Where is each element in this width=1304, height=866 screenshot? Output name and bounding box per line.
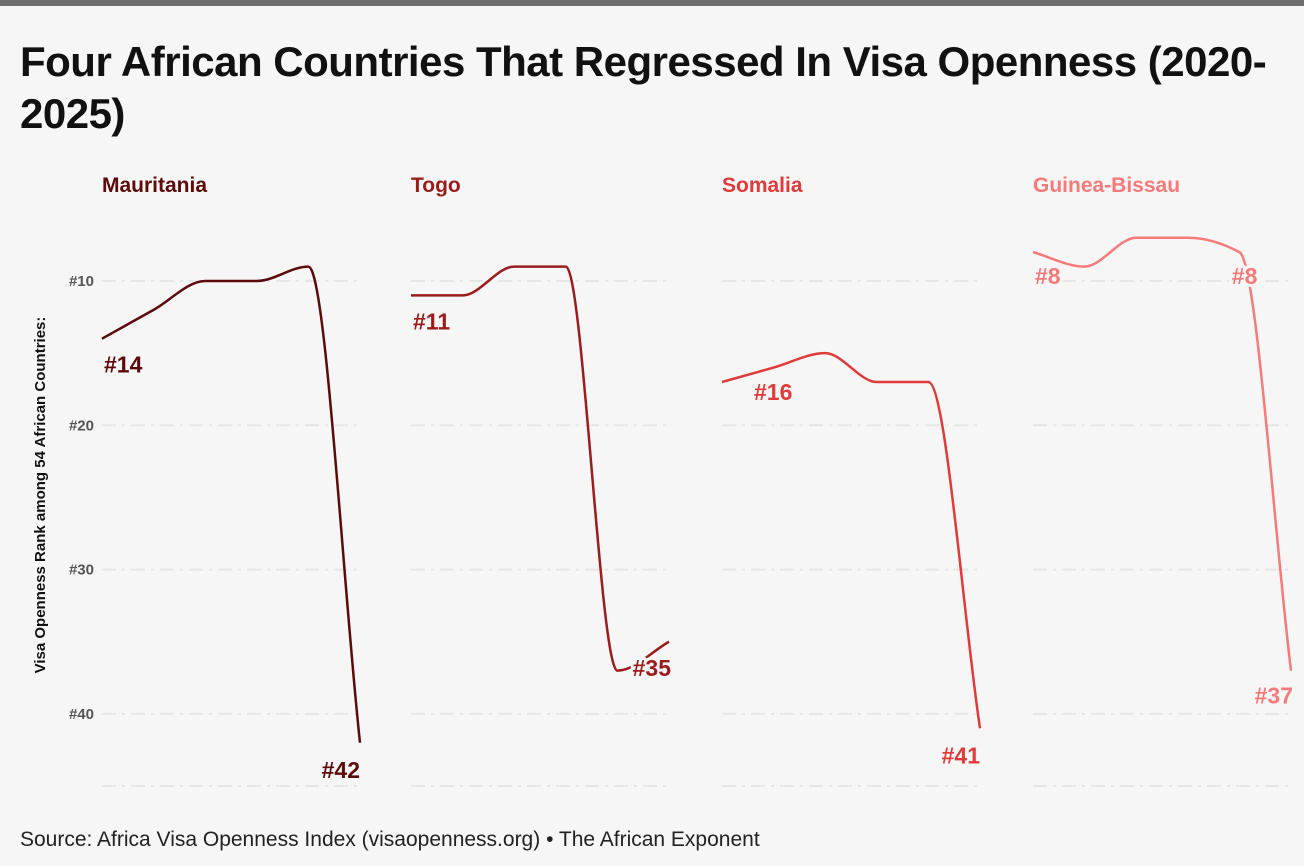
series-line-togo bbox=[411, 265, 670, 672]
series-line-somalia bbox=[721, 351, 982, 729]
start-value-label: #14 bbox=[104, 352, 143, 378]
y-axis-label: Visa Openness Rank among 54 African Coun… bbox=[32, 317, 49, 674]
end-value-label: #42 bbox=[322, 757, 360, 783]
panel-title-mauritania: Mauritania bbox=[102, 174, 207, 197]
start-value-label: #11 bbox=[413, 308, 450, 334]
value-label: #8 bbox=[1232, 263, 1258, 289]
chart-title: Four African Countries That Regressed In… bbox=[20, 38, 1267, 137]
start-value-label: #8 bbox=[1035, 263, 1061, 289]
y-tick-label: #10 bbox=[69, 273, 94, 290]
end-value-label: #37 bbox=[1255, 683, 1293, 709]
end-value-label: #41 bbox=[942, 742, 981, 768]
panel-title-guinea-bissau: Guinea-Bissau bbox=[1033, 174, 1180, 197]
y-tick-label: #20 bbox=[69, 417, 94, 434]
top-bar bbox=[0, 0, 1304, 6]
start-value-label: #16 bbox=[754, 379, 792, 405]
y-tick-label: #30 bbox=[69, 562, 94, 579]
panel-title-somalia: Somalia bbox=[722, 174, 803, 197]
y-tick-label: #40 bbox=[69, 706, 94, 723]
series-line-guinea-bissau bbox=[1032, 236, 1293, 671]
series-line-mauritania bbox=[101, 265, 362, 743]
end-value-label: #35 bbox=[633, 655, 672, 681]
panel-title-togo: Togo bbox=[411, 174, 461, 197]
source-note: Source: Africa Visa Openness Index (visa… bbox=[20, 828, 760, 851]
